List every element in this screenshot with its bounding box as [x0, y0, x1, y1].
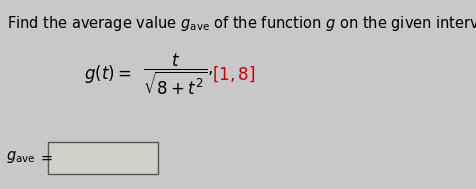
- Text: Find the average value $g_\mathrm{ave}$ of the function $g$ on the given interva: Find the average value $g_\mathrm{ave}$ …: [7, 14, 476, 33]
- Text: $[1, 8]$: $[1, 8]$: [212, 64, 255, 84]
- Text: $=$: $=$: [38, 149, 53, 164]
- Text: $g(t) =$: $g(t) =$: [84, 63, 131, 85]
- Text: $\dfrac{t}{\sqrt{8+t^2}},$: $\dfrac{t}{\sqrt{8+t^2}},$: [142, 51, 212, 97]
- FancyBboxPatch shape: [48, 142, 157, 174]
- Text: $g_\mathrm{ave}$: $g_\mathrm{ave}$: [6, 149, 35, 165]
